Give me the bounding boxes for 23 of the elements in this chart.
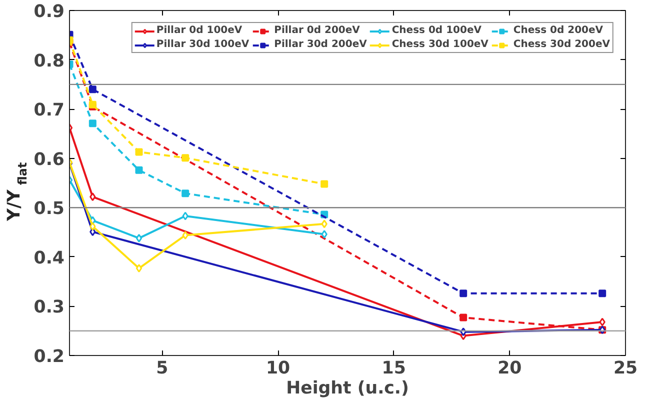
x-tick-label: 5 bbox=[156, 358, 168, 378]
y-tick-label: 0.2 bbox=[34, 347, 65, 367]
y-tick-label: 0.4 bbox=[34, 248, 65, 268]
legend-label: Pillar 30d 100eV bbox=[156, 39, 250, 50]
y-tick-label: 0.5 bbox=[34, 199, 65, 220]
x-axis-title: Height (u.c.) bbox=[286, 378, 409, 398]
legend-label: Pillar 30d 200eV bbox=[274, 39, 367, 50]
legend-label: Chess 0d 200eV bbox=[513, 25, 604, 36]
y-tick-label: 0.3 bbox=[34, 298, 65, 318]
legend-label: Chess 30d 100eV bbox=[392, 39, 488, 50]
y-tick-label: 0.7 bbox=[34, 100, 65, 121]
legend-label: Chess 30d 200eV bbox=[513, 39, 610, 50]
y-axis-title: Y/Yflat bbox=[4, 162, 30, 222]
y-tick-label: 0.8 bbox=[34, 51, 65, 72]
legend-label: Pillar 0d 100eV bbox=[156, 25, 242, 36]
x-tick-label: 20 bbox=[498, 358, 522, 378]
legend-label: Pillar 0d 200eV bbox=[274, 25, 360, 36]
x-tick-label: 15 bbox=[382, 358, 406, 378]
x-tick-label: 25 bbox=[613, 358, 638, 378]
x-tick-label: 10 bbox=[266, 358, 290, 378]
legend-label: Chess 0d 100eV bbox=[392, 25, 482, 36]
y-tick-label: 0.6 bbox=[34, 150, 65, 170]
y-tick-label: 0.9 bbox=[34, 2, 65, 22]
